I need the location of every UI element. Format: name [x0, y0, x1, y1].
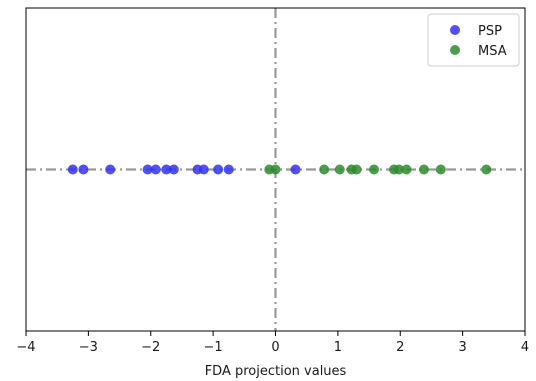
- x-axis-ticks: −4 −3 −2 −1 0 1 2 3 4: [16, 331, 529, 355]
- legend-label-psp: PSP: [478, 24, 502, 39]
- data-point-psp: [290, 164, 301, 175]
- data-point-msa: [319, 164, 330, 175]
- data-point-msa: [435, 164, 446, 175]
- data-point-msa: [351, 164, 362, 175]
- x-tick-label: 3: [458, 340, 466, 355]
- x-axis-label: FDA projection values: [205, 364, 347, 379]
- data-point-msa: [401, 164, 412, 175]
- x-tick-label: −2: [141, 340, 160, 355]
- data-point-msa: [334, 164, 345, 175]
- data-point-msa: [369, 164, 380, 175]
- x-tick-label: −3: [79, 340, 98, 355]
- legend: PSP MSA: [427, 13, 520, 67]
- data-point-psp: [67, 164, 78, 175]
- data-point-psp: [223, 164, 234, 175]
- data-point-psp: [198, 164, 209, 175]
- x-tick-label: 4: [521, 340, 529, 355]
- legend-marker-msa: [450, 45, 460, 55]
- x-tick-label: 2: [396, 340, 404, 355]
- x-tick-label: −1: [204, 340, 223, 355]
- data-point-psp: [161, 164, 172, 175]
- data-point-psp: [105, 164, 116, 175]
- legend-box: [427, 13, 520, 67]
- legend-label-msa: MSA: [478, 44, 507, 59]
- data-point-psp: [150, 164, 161, 175]
- x-tick-label: −4: [16, 340, 35, 355]
- data-point-msa: [481, 164, 492, 175]
- data-point-msa: [394, 164, 405, 175]
- data-point-psp: [168, 164, 179, 175]
- legend-marker-psp: [450, 25, 460, 35]
- x-tick-label: 1: [334, 340, 342, 355]
- data-point-msa: [418, 164, 429, 175]
- data-point-psp: [78, 164, 89, 175]
- data-point-psp: [142, 164, 153, 175]
- data-point-msa: [270, 164, 281, 175]
- data-points: [67, 164, 492, 175]
- x-tick-label: 0: [271, 340, 279, 355]
- data-point-psp: [213, 164, 224, 175]
